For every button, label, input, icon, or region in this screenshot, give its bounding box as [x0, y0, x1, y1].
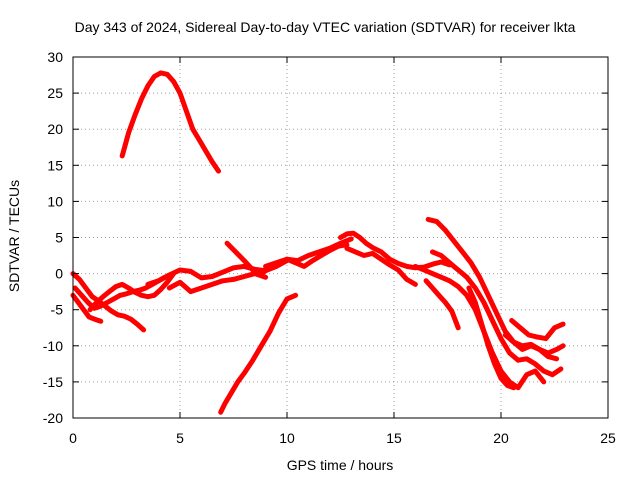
y-tick-label: 10: [47, 193, 63, 209]
series-arc-15: [412, 263, 547, 391]
y-tick-label: 0: [55, 266, 63, 282]
series-arc-12: [344, 245, 418, 287]
series-arc-5: [119, 70, 221, 174]
series-layer: [70, 70, 566, 415]
y-tick-label: 20: [47, 121, 63, 137]
series-arc-4: [87, 271, 177, 313]
series-arc-14: [430, 249, 564, 378]
x-tick-label: 5: [176, 430, 184, 446]
series-arc-7: [166, 271, 269, 295]
y-axis-label: SDTVAR / TECUs: [6, 180, 22, 292]
series-arc-2: [70, 292, 104, 324]
series-arc-19: [502, 332, 566, 356]
series-arc-11: [338, 230, 453, 271]
x-tick-label: 15: [386, 430, 402, 446]
x-tick-label: 0: [69, 430, 77, 446]
y-tick-label: 30: [47, 49, 63, 65]
tick-layer: [72, 56, 609, 419]
y-tick-label: 15: [47, 157, 63, 173]
series-arc-10: [218, 292, 299, 415]
series-arc-16: [423, 278, 461, 331]
series-arc-1: [70, 271, 147, 333]
x-tick-label: 20: [493, 430, 509, 446]
grid-layer: [73, 57, 608, 418]
y-tick-labels: -20 -15 -10 -5 0 5 10 15 20 25 30: [43, 49, 63, 426]
y-tick-label: -5: [51, 302, 64, 318]
y-tick-label: 25: [47, 85, 63, 101]
x-tick-label: 25: [600, 430, 616, 446]
y-tick-label: -10: [43, 338, 63, 354]
y-tick-label: -15: [43, 374, 63, 390]
y-tick-label: -20: [43, 410, 63, 426]
x-tick-labels: 0 5 10 15 20 25: [69, 430, 616, 446]
x-axis-label: GPS time / hours: [287, 457, 394, 473]
series-arc-9: [263, 236, 354, 269]
chart-title: Day 343 of 2024, Sidereal Day-to-day VTE…: [75, 19, 576, 35]
y-tick-label: 5: [55, 230, 63, 246]
x-tick-label: 10: [279, 430, 295, 446]
series-arc-18: [509, 318, 566, 342]
series-arc-17: [466, 285, 517, 391]
